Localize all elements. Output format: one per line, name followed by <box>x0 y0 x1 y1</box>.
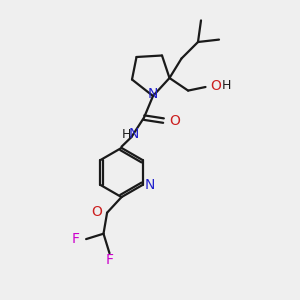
Text: H: H <box>122 128 131 141</box>
Text: F: F <box>106 253 113 267</box>
Text: N: N <box>148 87 158 101</box>
Text: N: N <box>129 127 140 141</box>
Text: N: N <box>144 178 154 192</box>
Text: O: O <box>210 79 221 93</box>
Text: H: H <box>222 79 231 92</box>
Text: O: O <box>91 205 102 219</box>
Text: F: F <box>71 232 80 246</box>
Text: O: O <box>169 114 180 128</box>
